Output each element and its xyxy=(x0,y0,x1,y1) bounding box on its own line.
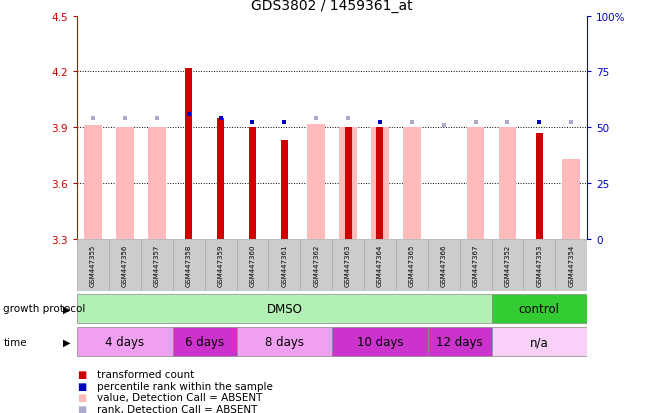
Bar xyxy=(491,240,523,291)
Bar xyxy=(332,327,428,356)
Bar xyxy=(307,124,325,240)
Bar xyxy=(85,126,102,240)
Text: GSM447363: GSM447363 xyxy=(345,244,351,286)
Bar xyxy=(428,240,460,291)
Bar xyxy=(77,327,173,356)
Text: GSM447366: GSM447366 xyxy=(441,244,447,286)
Bar xyxy=(77,294,491,324)
Bar xyxy=(396,240,428,291)
Bar xyxy=(491,327,587,356)
Bar xyxy=(77,240,109,291)
Bar xyxy=(236,240,268,291)
Text: control: control xyxy=(519,302,560,315)
Bar xyxy=(376,128,383,240)
Bar xyxy=(364,240,396,291)
Text: transformed count: transformed count xyxy=(97,369,195,379)
Bar xyxy=(556,240,587,291)
Bar xyxy=(217,119,224,240)
Text: GSM447365: GSM447365 xyxy=(409,244,415,286)
Text: GSM447361: GSM447361 xyxy=(281,244,287,286)
Bar xyxy=(173,327,236,356)
Bar xyxy=(236,327,332,356)
Text: ■: ■ xyxy=(77,369,87,379)
Text: GSM447362: GSM447362 xyxy=(313,244,319,286)
Bar xyxy=(467,128,484,240)
Text: GSM447355: GSM447355 xyxy=(90,244,96,286)
Text: GSM447354: GSM447354 xyxy=(568,244,574,286)
Text: 8 days: 8 days xyxy=(265,335,304,348)
Bar xyxy=(109,240,141,291)
Text: GSM447353: GSM447353 xyxy=(536,244,542,286)
Text: ▶: ▶ xyxy=(63,304,70,314)
Text: GSM447364: GSM447364 xyxy=(377,244,383,286)
Text: GSM447356: GSM447356 xyxy=(122,244,128,286)
Title: GDS3802 / 1459361_at: GDS3802 / 1459361_at xyxy=(252,0,413,13)
Text: GSM447358: GSM447358 xyxy=(186,244,192,286)
Bar xyxy=(345,128,352,240)
Text: 4 days: 4 days xyxy=(105,335,144,348)
Text: GSM447367: GSM447367 xyxy=(472,244,478,286)
Text: DMSO: DMSO xyxy=(266,302,302,315)
Text: GSM447352: GSM447352 xyxy=(505,244,511,286)
Bar xyxy=(185,69,192,240)
Text: n/a: n/a xyxy=(530,335,549,348)
Bar xyxy=(499,128,516,240)
Text: ■: ■ xyxy=(77,392,87,402)
Bar xyxy=(268,240,300,291)
Bar xyxy=(173,240,205,291)
Bar xyxy=(340,128,357,240)
Bar xyxy=(523,240,555,291)
Bar xyxy=(332,240,364,291)
Bar xyxy=(141,240,173,291)
Text: 10 days: 10 days xyxy=(357,335,403,348)
Bar xyxy=(371,128,389,240)
Text: rank, Detection Call = ABSENT: rank, Detection Call = ABSENT xyxy=(97,404,258,413)
Text: ■: ■ xyxy=(77,404,87,413)
Bar xyxy=(300,240,332,291)
Bar xyxy=(491,294,587,324)
Bar xyxy=(460,240,491,291)
Text: growth protocol: growth protocol xyxy=(3,304,86,314)
Bar xyxy=(428,327,491,356)
Bar xyxy=(205,240,236,291)
Text: ▶: ▶ xyxy=(63,337,70,347)
Bar xyxy=(249,128,256,240)
Bar xyxy=(116,128,134,240)
Text: 12 days: 12 days xyxy=(436,335,483,348)
Text: ■: ■ xyxy=(77,381,87,391)
Bar xyxy=(281,141,288,240)
Text: 6 days: 6 days xyxy=(185,335,224,348)
Bar xyxy=(403,128,421,240)
Text: GSM447359: GSM447359 xyxy=(217,244,223,286)
Bar xyxy=(536,133,543,240)
Text: percentile rank within the sample: percentile rank within the sample xyxy=(97,381,273,391)
Text: GSM447360: GSM447360 xyxy=(250,244,256,286)
Bar xyxy=(148,128,166,240)
Bar xyxy=(562,159,580,240)
Text: GSM447357: GSM447357 xyxy=(154,244,160,286)
Text: time: time xyxy=(3,337,27,347)
Text: value, Detection Call = ABSENT: value, Detection Call = ABSENT xyxy=(97,392,262,402)
